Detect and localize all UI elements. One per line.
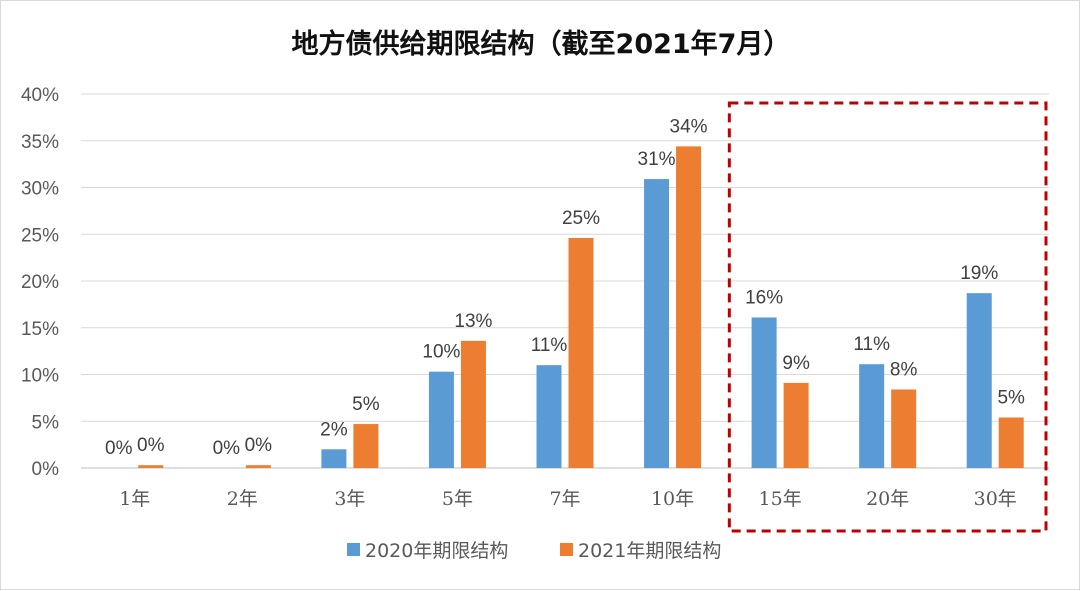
data-labels: 0% 0% 0% 0%2%5%10%13%11%25%31%34%16%9%11%8%…	[105, 116, 1025, 459]
bar-series2	[568, 237, 594, 468]
highlight-box	[727, 101, 1048, 533]
y-tick-label: 5%	[32, 412, 60, 433]
legend-swatch	[560, 543, 573, 556]
bar-series2	[676, 146, 702, 469]
x-category-label: 3年	[334, 488, 365, 510]
legend: 2020年期限结构 2021年期限结构	[347, 540, 721, 562]
y-tick-label: 0%	[32, 459, 60, 480]
bar-series2	[138, 465, 164, 468]
data-label: 0%	[137, 435, 165, 456]
bar-series2	[998, 417, 1024, 468]
y-tick-label: 40%	[21, 85, 59, 106]
x-category-label: 20年	[866, 488, 909, 510]
legend-swatch	[347, 543, 360, 556]
x-category-label: 15年	[759, 488, 802, 510]
y-axis-ticks: 0% 5% 10% 15% 20% 25% 30% 35% 40%	[21, 85, 59, 480]
y-tick-label: 15%	[21, 319, 59, 340]
bars	[138, 146, 1024, 469]
y-tick-label: 30%	[21, 179, 59, 200]
x-category-label: 5年	[442, 488, 473, 510]
data-label: 11%	[531, 335, 568, 356]
data-label: 0%	[105, 438, 133, 459]
x-category-label: 10年	[651, 488, 694, 510]
data-label: 31%	[638, 149, 676, 170]
bar-series2	[353, 424, 379, 468]
bar-series2	[783, 382, 809, 468]
bar-series1	[428, 371, 454, 468]
bar-series2	[245, 465, 271, 468]
legend-label: 2021年期限结构	[578, 540, 721, 562]
data-label: 5%	[352, 394, 380, 415]
data-label: 5%	[997, 388, 1025, 409]
bar-series1	[536, 365, 562, 468]
data-label: 25%	[562, 208, 600, 229]
bar-series1	[859, 364, 885, 468]
data-label: 0%	[245, 435, 273, 456]
data-label: 13%	[454, 311, 492, 332]
data-label: 11%	[853, 334, 890, 355]
gridlines	[81, 93, 1049, 469]
y-tick-label: 25%	[21, 225, 59, 246]
x-category-label: 30年	[974, 488, 1017, 510]
data-label: 8%	[890, 359, 918, 380]
bar-series1	[966, 293, 992, 468]
chart-title: 地方债供给期限结构（截至2021年7月）	[292, 28, 791, 60]
bar-series2	[891, 389, 917, 468]
x-axis-categories: 1年 2年 3年 5年 7年 10年 15年 20年 30年	[119, 488, 1017, 510]
data-label: 2%	[320, 419, 348, 440]
bar-series2	[460, 340, 486, 468]
x-category-label: 2年	[227, 488, 258, 510]
x-category-label: 1年	[119, 488, 150, 510]
data-label: 16%	[745, 287, 783, 308]
y-tick-label: 35%	[21, 132, 59, 153]
x-category-label: 7年	[549, 488, 580, 510]
legend-label: 2020年期限结构	[365, 540, 508, 562]
data-label: 34%	[670, 116, 708, 137]
data-label: 10%	[422, 342, 460, 363]
y-tick-label: 10%	[21, 366, 59, 387]
data-label: 9%	[782, 353, 810, 374]
bar-series1	[321, 449, 347, 468]
data-label: 19%	[960, 263, 998, 284]
data-label: 0%	[213, 438, 241, 459]
y-tick-label: 20%	[21, 272, 59, 293]
bar-series1	[751, 317, 777, 468]
bar-series1	[644, 179, 670, 468]
